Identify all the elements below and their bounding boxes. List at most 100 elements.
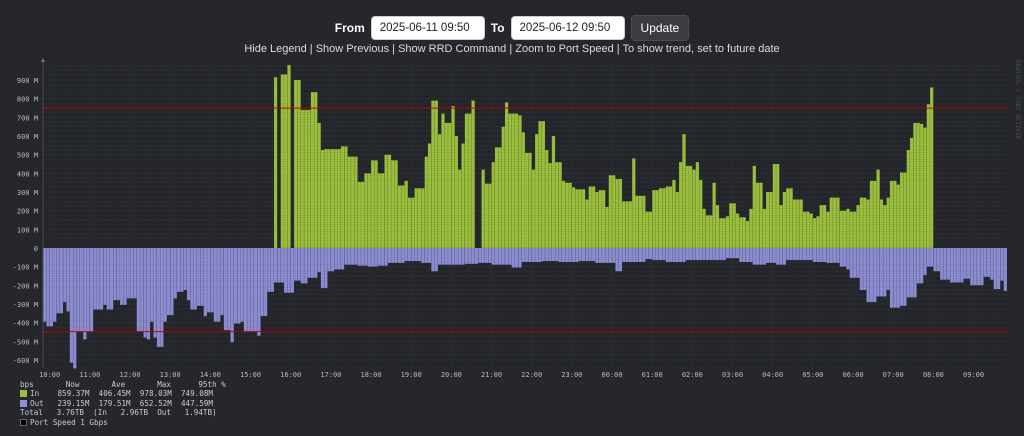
zoom-to-port-speed-link[interactable]: Zoom to Port Speed (515, 43, 614, 55)
in-bar (283, 74, 288, 249)
hide-legend-link[interactable]: Hide Legend (244, 43, 307, 55)
legend: bps Now Ave Max 95th % In 859.37M 406.45M… (20, 380, 226, 427)
x-tick-label: 04:00 (762, 371, 783, 379)
out-bar (695, 247, 700, 261)
out-bar (651, 247, 656, 261)
in-bar (926, 104, 931, 249)
out-bar (340, 247, 345, 270)
in-bar (799, 199, 804, 249)
in-bar (802, 211, 807, 249)
in-bar (879, 199, 884, 249)
out-bar (708, 247, 713, 261)
x-tick-label: 17:00 (320, 371, 341, 379)
y-axis-arrow-icon (41, 58, 45, 62)
out-bar (143, 247, 147, 338)
out-bar (705, 247, 710, 261)
in-bar (303, 109, 308, 249)
in-bar (792, 199, 797, 249)
in-bar (822, 204, 827, 249)
out-bar (986, 247, 991, 278)
out-bar (789, 247, 793, 261)
x-tick-label: 21:00 (481, 371, 502, 379)
out-bar (129, 247, 134, 299)
out-bar (732, 247, 737, 259)
from-date-input[interactable] (370, 16, 485, 40)
in-bar (300, 109, 305, 249)
in-swatch (20, 390, 27, 398)
from-label: From (334, 21, 365, 35)
out-bar (959, 247, 964, 283)
to-label: To (490, 21, 505, 35)
out-bar (163, 247, 168, 322)
update-button[interactable]: Update (630, 15, 690, 41)
in-bar (745, 220, 750, 249)
in-bar (795, 199, 800, 249)
in-bar (578, 188, 583, 249)
out-bar (210, 247, 214, 313)
in-bar (929, 87, 934, 249)
out-bar (283, 247, 288, 294)
in-bar (832, 197, 837, 249)
out-bar (591, 247, 596, 262)
in-bar (451, 105, 455, 249)
in-bar (631, 158, 636, 249)
out-bar (49, 247, 54, 327)
in-bar (434, 100, 439, 249)
out-bar (718, 247, 723, 261)
out-bar (802, 247, 807, 261)
in-bar (554, 161, 559, 249)
out-bar (233, 247, 238, 324)
in-bar (872, 180, 877, 249)
out-bar (715, 247, 720, 261)
x-tick-label: 22:00 (521, 371, 542, 379)
y-tick-label: 800 M (17, 96, 38, 104)
out-bar (585, 247, 589, 262)
out-bar (133, 247, 137, 299)
out-bar (882, 247, 887, 297)
x-tick-label: 14:00 (200, 371, 221, 379)
out-bar (153, 247, 158, 338)
out-bar (149, 247, 154, 322)
out-bar (384, 247, 388, 266)
legend-total: Total 3.76TB (In 2.96TB Out 1.94TB) (20, 408, 217, 418)
x-tick-label: 15:00 (240, 371, 261, 379)
out-bar (879, 247, 884, 297)
out-bar (360, 247, 365, 266)
x-tick-label: 06:00 (842, 371, 863, 379)
out-bar (872, 247, 877, 303)
out-bar (377, 247, 382, 266)
show-rrd-command-link[interactable]: Show RRD Command (398, 43, 507, 55)
out-bar (983, 247, 988, 278)
out-bar (126, 247, 131, 299)
out-bar (410, 247, 415, 262)
out-bar (260, 247, 265, 317)
in-bar (360, 181, 365, 249)
y-tick-label: -400 M (13, 320, 38, 328)
out-bar (320, 247, 325, 289)
x-tick-label: 11:00 (79, 371, 100, 379)
out-bar (240, 247, 245, 322)
y-tick-label: 0 (34, 245, 38, 253)
show-previous-link[interactable]: Show Previous (315, 43, 390, 55)
out-bar (206, 247, 211, 313)
in-bar (903, 172, 907, 249)
out-bar (655, 247, 660, 261)
out-bar (404, 247, 409, 262)
in-bar (498, 146, 502, 249)
trend-hint-text: To show trend, set to future date (622, 43, 780, 55)
out-bar (578, 247, 583, 262)
in-bar (869, 180, 874, 249)
in-bar (424, 156, 429, 249)
x-tick-label: 05:00 (802, 371, 823, 379)
out-bar (725, 247, 730, 259)
out-bar (662, 247, 666, 261)
x-tick-label: 19:00 (401, 371, 422, 379)
to-date-input[interactable] (510, 16, 625, 40)
in-bar (859, 197, 864, 249)
in-bar (779, 204, 783, 249)
in-bar (484, 183, 489, 249)
out-bar (317, 247, 322, 273)
in-bar (728, 202, 733, 249)
in-bar (608, 174, 613, 249)
x-tick-label: 08:00 (923, 371, 944, 379)
